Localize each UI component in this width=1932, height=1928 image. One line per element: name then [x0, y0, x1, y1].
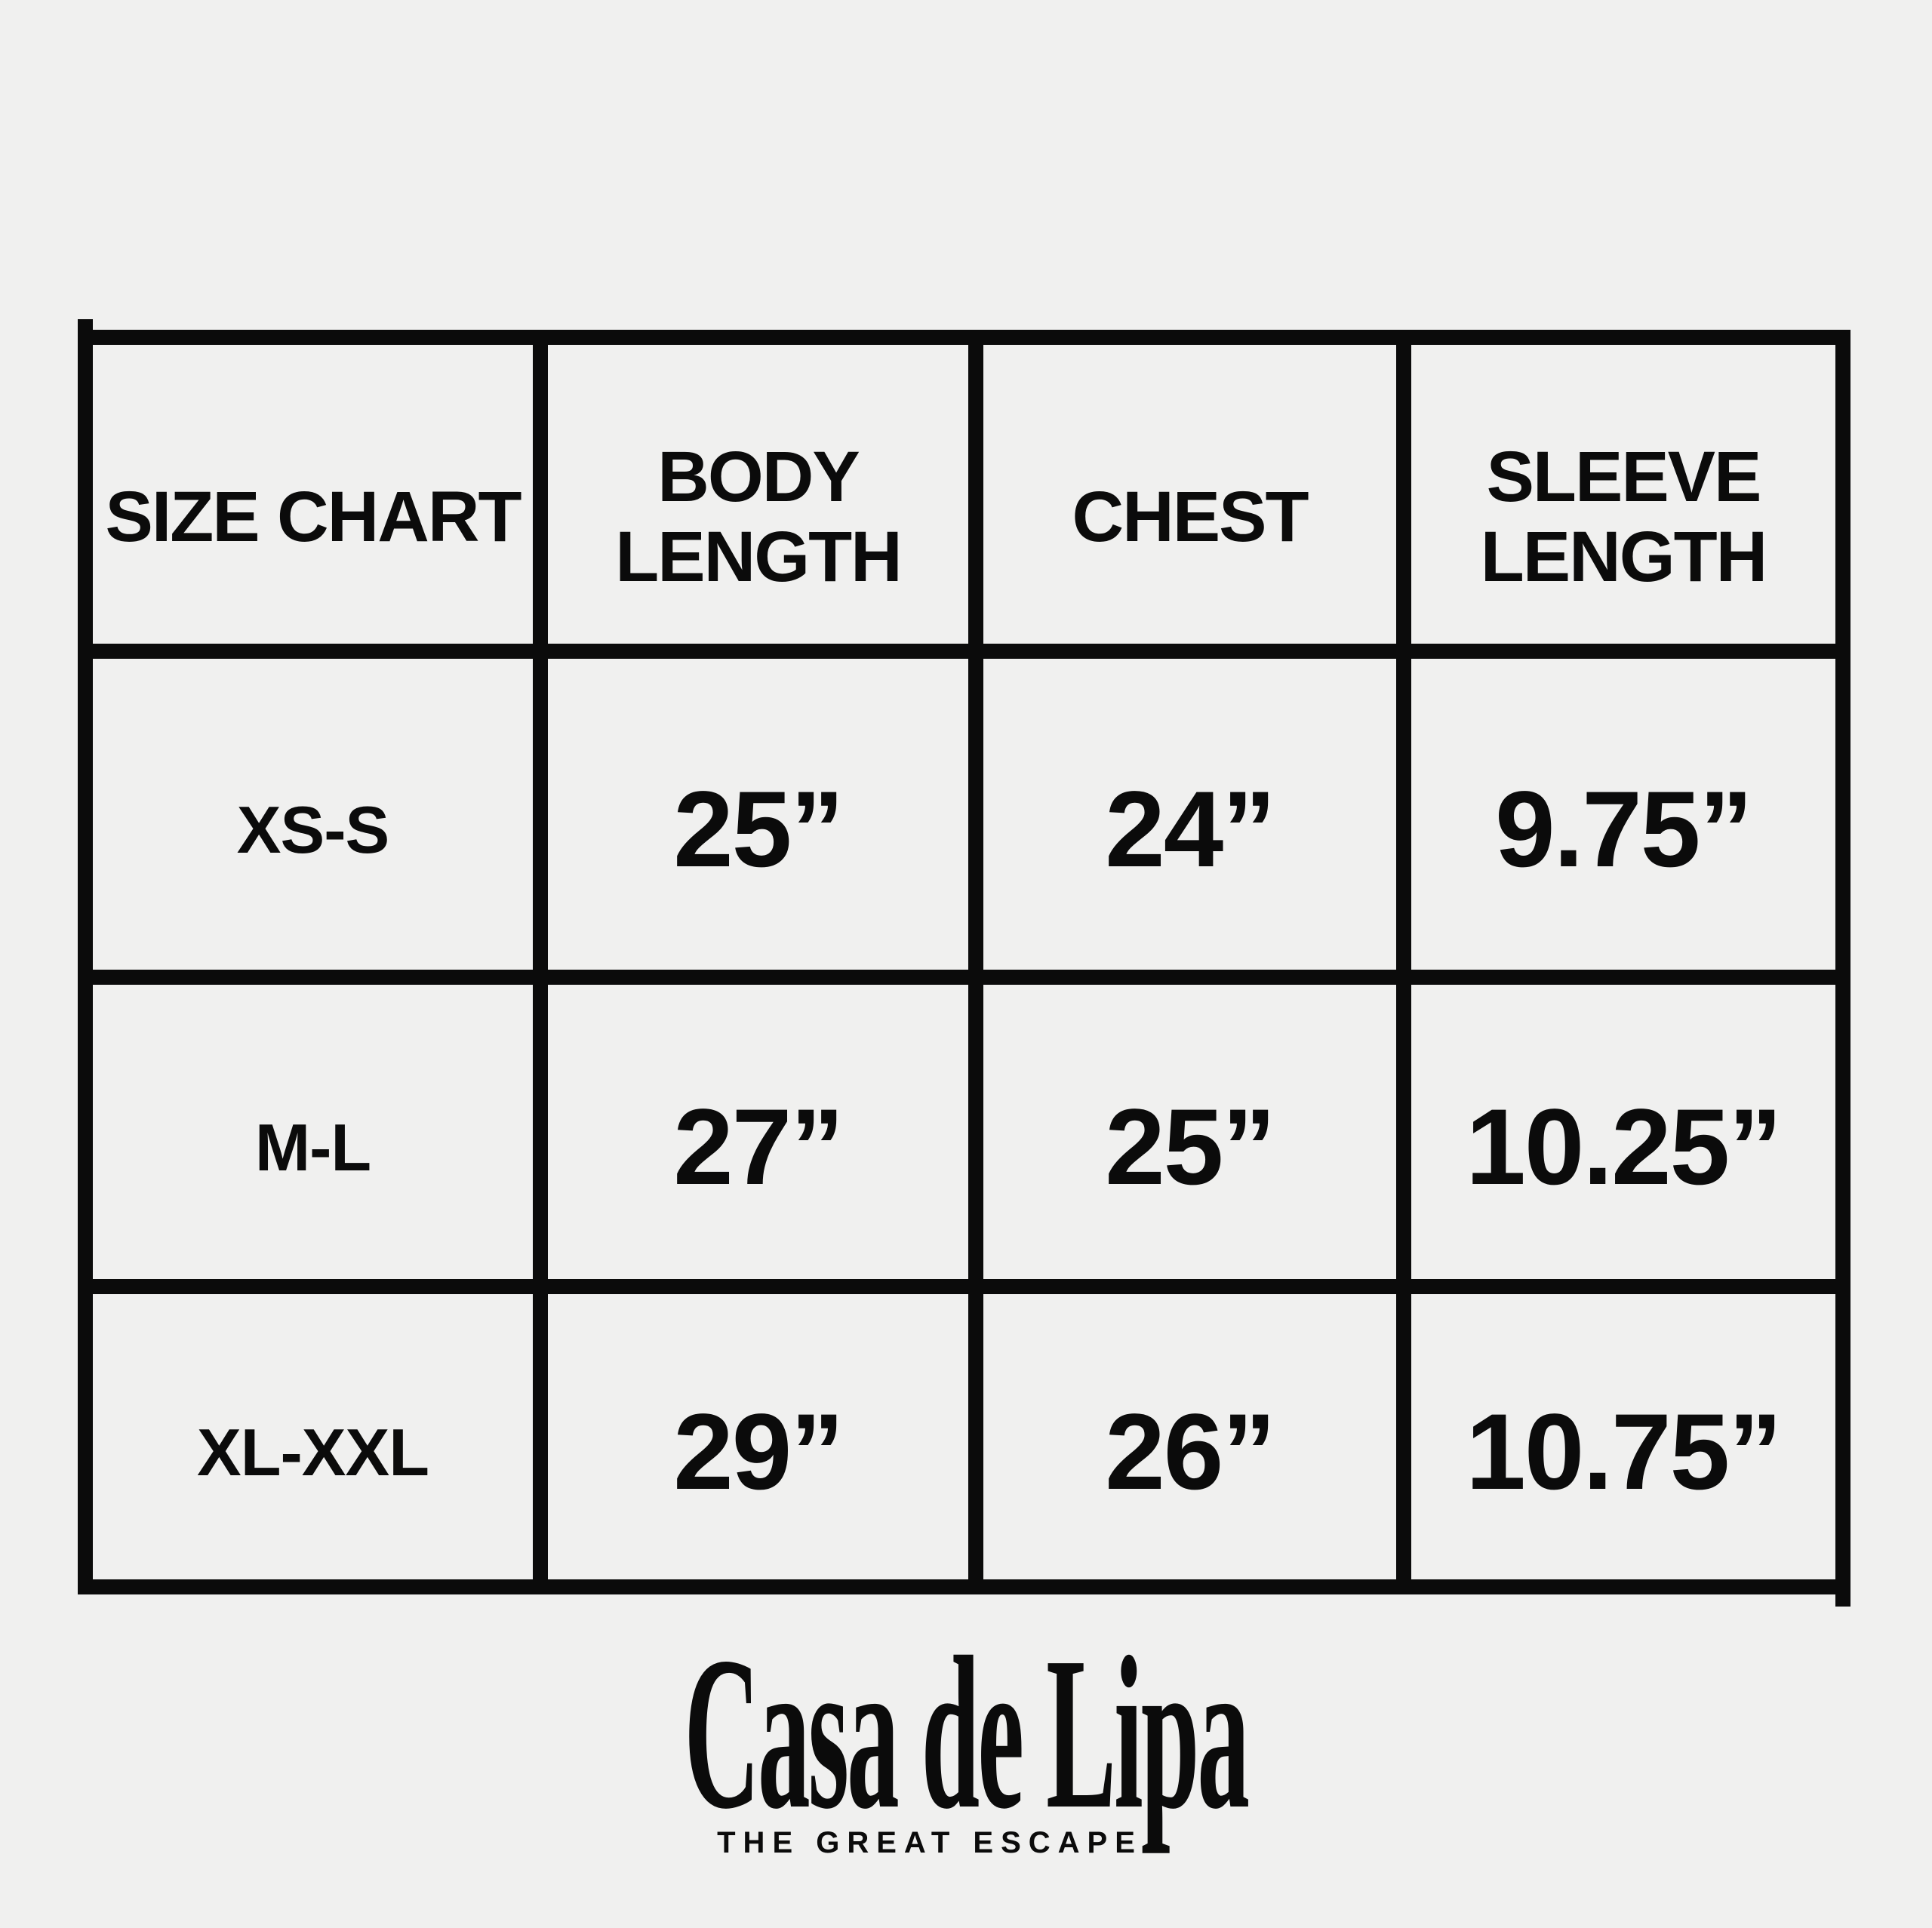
brand-tagline: THE GREAT ESCAPE	[717, 1826, 1143, 1859]
row-xl-xxl-chest: 26”	[983, 1294, 1396, 1579]
row-m-l-chest: 25”	[983, 985, 1396, 1279]
size-chart-table: SIZE CHART BODY LENGTH CHEST SLEEVE LENG…	[78, 319, 1850, 1607]
row-m-l-body-length: 27”	[548, 985, 968, 1279]
header-sleeve-length: SLEEVE LENGTH	[1411, 345, 1835, 644]
row-xs-s-sleeve-length: 9.75”	[1411, 659, 1835, 970]
row-m-l-size: M-L	[93, 985, 533, 1279]
row-xl-xxl-size: XL-XXL	[93, 1294, 533, 1579]
brand-wordmark: Casa de Lipa	[684, 1612, 1251, 1854]
row-xs-s-chest: 24”	[983, 659, 1396, 970]
row-xs-s-size: XS-S	[93, 659, 533, 970]
row-m-l-sleeve-length: 10.25”	[1411, 985, 1835, 1279]
row-xl-xxl-sleeve-length: 10.75”	[1411, 1294, 1835, 1579]
brand-wordmark-line: Casa de Lipa	[0, 1624, 1932, 1843]
brand-footer: Casa de Lipa THE GREAT ESCAPE	[0, 1624, 1932, 1861]
row-xl-xxl-body-length: 29”	[548, 1294, 968, 1579]
header-body-length: BODY LENGTH	[548, 345, 968, 644]
header-size-chart: SIZE CHART	[93, 345, 533, 644]
header-chest: CHEST	[983, 345, 1396, 644]
row-xs-s-body-length: 25”	[548, 659, 968, 970]
